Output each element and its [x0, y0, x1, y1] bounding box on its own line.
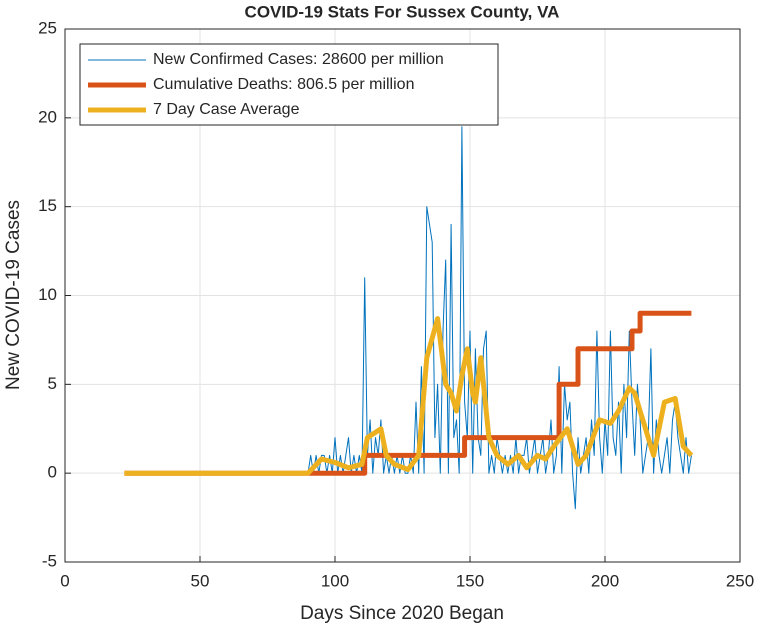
- series-line: [124, 316, 694, 476]
- series-line: [124, 310, 692, 476]
- x-tick-label: 0: [60, 571, 69, 590]
- x-tick-label: 50: [191, 571, 210, 590]
- y-tick-label: 20: [38, 107, 57, 126]
- x-tick-label: 100: [321, 571, 349, 590]
- x-axis-label: Days Since 2020 Began: [300, 603, 504, 624]
- x-tick-label: 250: [726, 571, 754, 590]
- legend-label: 7 Day Case Average: [153, 101, 300, 118]
- chart-title: COVID-19 Stats For Sussex County, VA: [245, 2, 560, 21]
- y-tick-label: 0: [48, 463, 57, 482]
- y-tick-label: 5: [48, 374, 57, 393]
- legend-label: Cumulative Deaths: 806.5 per million: [153, 76, 414, 93]
- x-tick-label: 150: [456, 571, 484, 590]
- y-tick-label: 25: [38, 18, 57, 37]
- y-tick-label: 10: [38, 285, 57, 304]
- axes-box: [64, 28, 741, 563]
- legend-box: [79, 43, 499, 126]
- legend-label: New Confirmed Cases: 28600 per million: [153, 51, 444, 68]
- y-tick-label: 15: [38, 196, 57, 215]
- y-tick-label: -5: [42, 551, 57, 570]
- x-tick-label: 200: [591, 571, 619, 590]
- y-axis-label: New COVID-19 Cases: [3, 200, 24, 390]
